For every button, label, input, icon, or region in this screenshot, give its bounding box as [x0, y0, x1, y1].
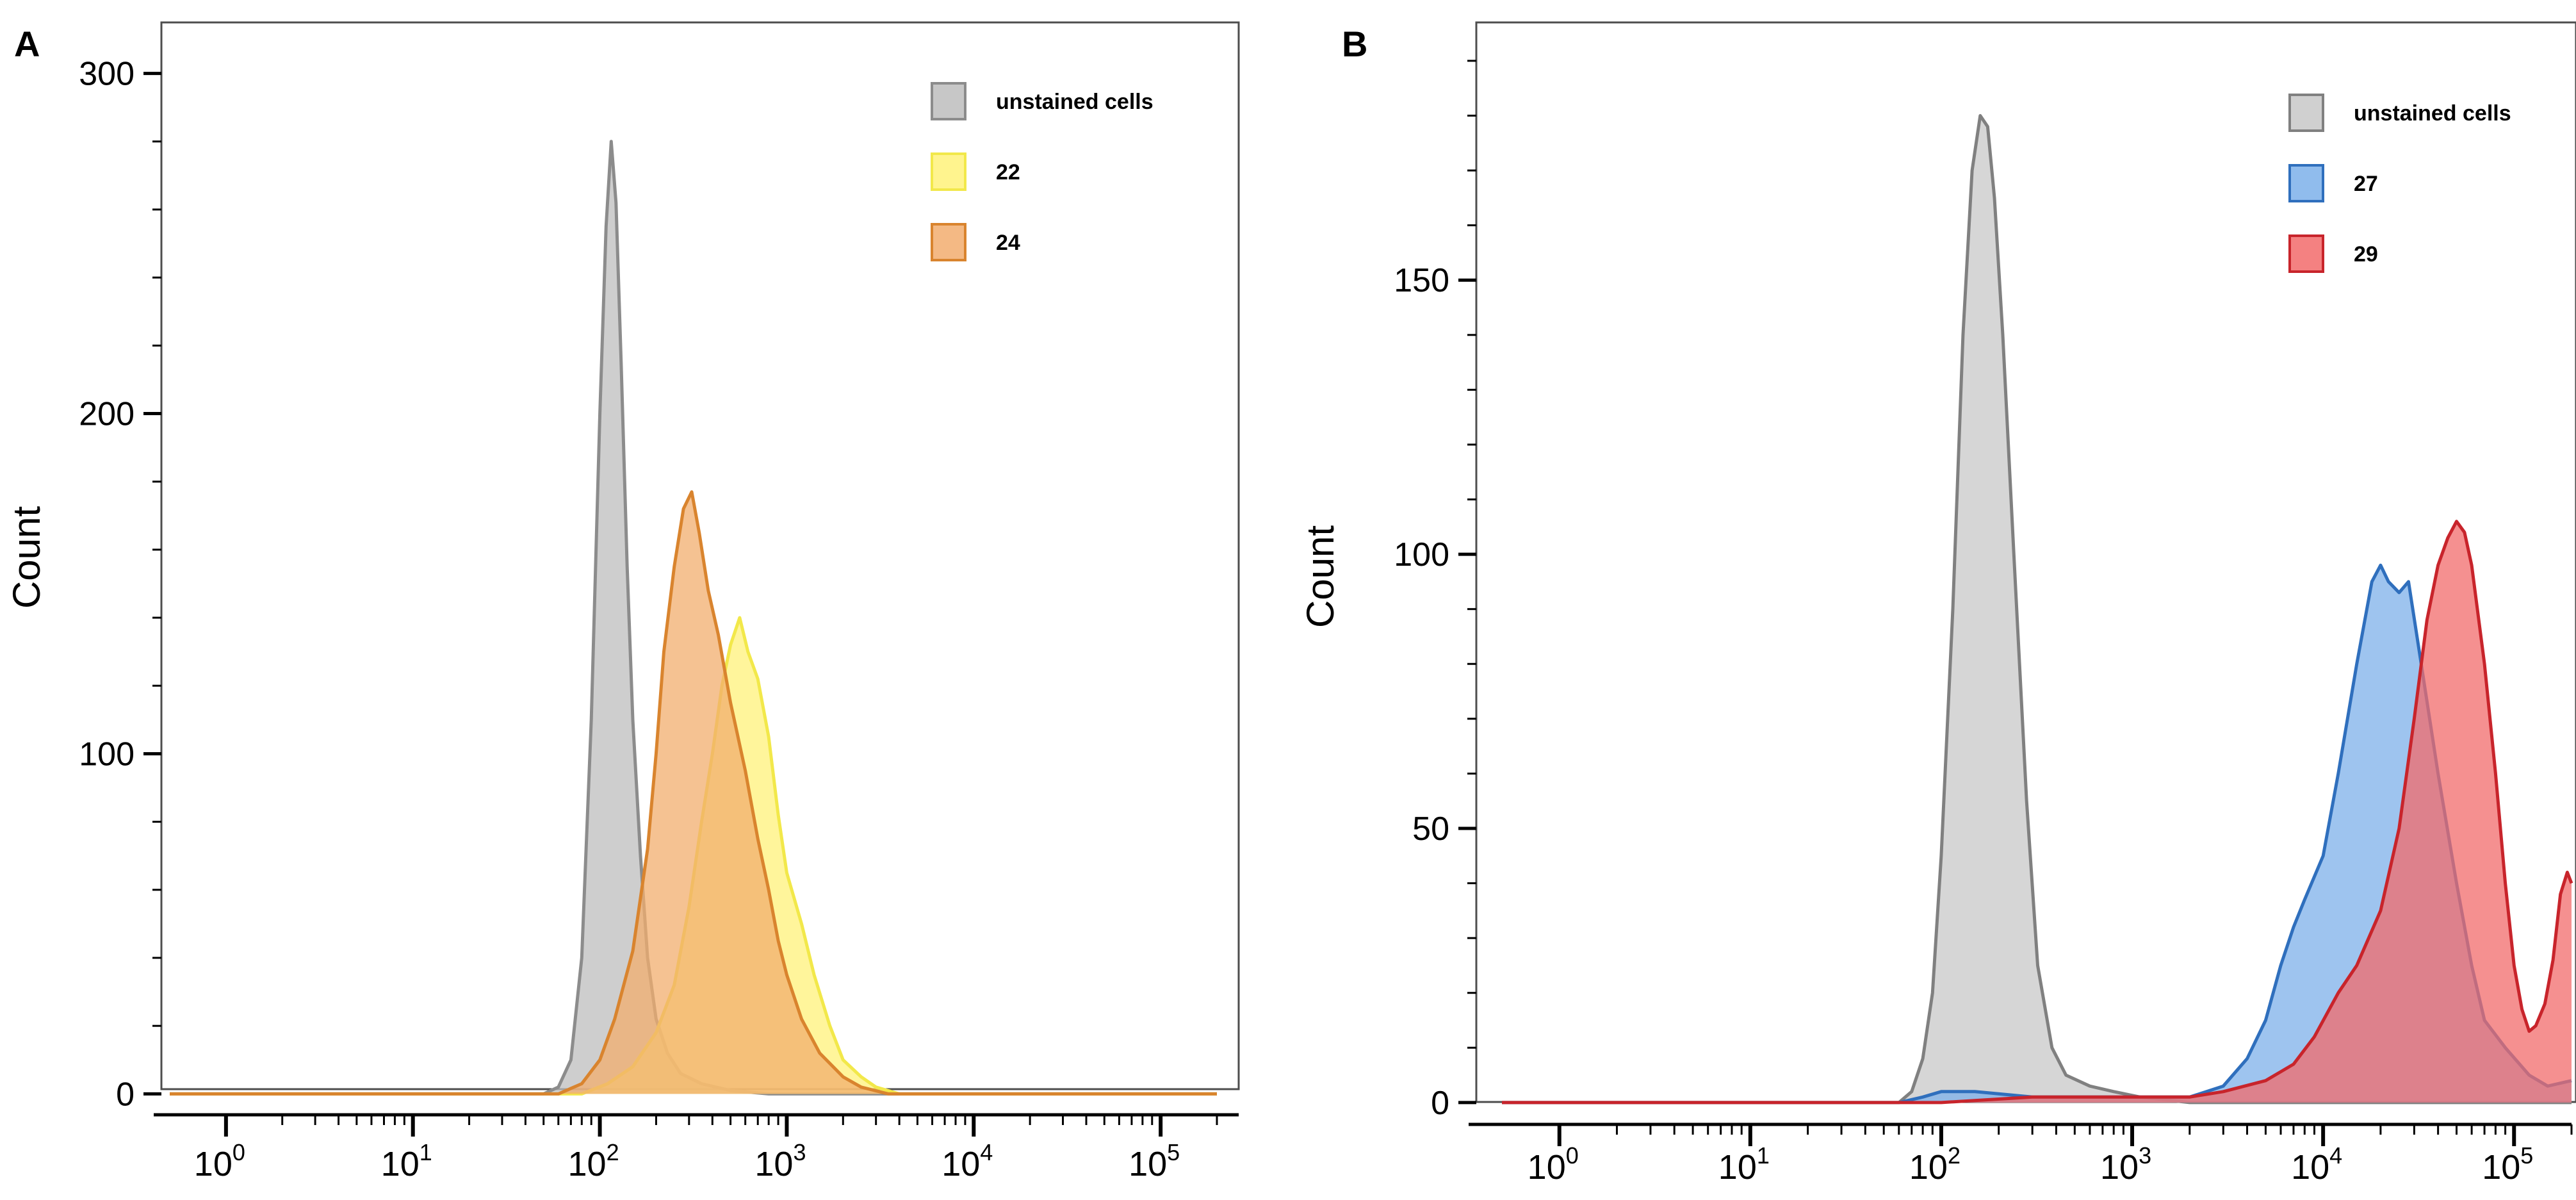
panel-b-chart: B 0 50 100 150 100 101 102 103 104 105 Count uns…: [1299, 21, 2576, 1187]
panel-b-series-area-27: [1502, 565, 2572, 1103]
panel-a-legend-label-24: 24: [996, 231, 1020, 255]
panel-a-label: A: [14, 24, 40, 64]
panel-b-legend-swatch-27: [2288, 164, 2324, 202]
panel-b-x-tick-label: 101: [1718, 1142, 1770, 1187]
panel-a-legend-label-22: 22: [996, 160, 1020, 185]
panel-a-x-tick-label: 101: [381, 1139, 432, 1183]
panel-a-legend-swatch-24: [931, 223, 966, 261]
panel-b-legend-label-29: 29: [2354, 242, 2378, 267]
panel-b-label: B: [1342, 24, 1367, 64]
panel-a-x-tick-label: 104: [942, 1139, 993, 1183]
panel-a-series-group: [170, 140, 1217, 1096]
panel-b-legend-swatch-29: [2288, 234, 2324, 273]
panel-b-x-tick-label: 105: [2482, 1142, 2533, 1187]
panel-a-legend: unstained cells 22 24: [931, 82, 1153, 261]
panel-a-series-line-24: [170, 490, 1217, 1096]
panel-a-y-axis-label: Count: [5, 506, 48, 609]
panel-a-y-axis: 0 100 200 300: [79, 56, 161, 1113]
panel-b-series-line-29: [1502, 520, 2573, 1105]
panel-a-series-area-24: [170, 491, 1217, 1094]
panel-b-y-axis-label: Count: [1299, 525, 1342, 628]
panel-b-y-axis: 0 50 100 150: [1394, 60, 1476, 1122]
panel-b-x-axis: 100 101 102 103 104 105: [1469, 1122, 2573, 1187]
panel-b-legend: unstained cells 27 29: [2288, 94, 2511, 273]
panel-a-chart: A 0 100 200 300 100 101 102 103 104 105 Count un…: [5, 21, 1240, 1183]
panel-a-legend-swatch-22: [931, 152, 966, 191]
panel-a-legend-label-unstained-cells: unstained cells: [996, 90, 1153, 114]
panel-b-y-tick-label: 150: [1394, 262, 1449, 299]
panel-a-y-tick-label: 0: [116, 1076, 135, 1113]
panel-b-x-tick-label: 104: [2291, 1142, 2342, 1187]
panel-a-y-tick-label: 100: [79, 736, 135, 773]
panel-a-y-tick-label: 200: [79, 396, 135, 433]
panel-a-legend-swatch-unstained-cells: [931, 82, 966, 120]
panel-b-legend-label-unstained-cells: unstained cells: [2354, 101, 2511, 126]
panel-b-legend-label-27: 27: [2354, 172, 2378, 196]
panel-a-x-tick-label: 105: [1129, 1139, 1180, 1183]
panel-a-x-axis: 100 101 102 103 104 105: [154, 1113, 1239, 1183]
panel-b-series-area-29: [1502, 521, 2572, 1103]
panel-b-x-tick-label: 100: [1528, 1142, 1579, 1187]
panel-b-y-tick-label: 50: [1412, 810, 1449, 848]
panel-a-y-tick-label: 300: [79, 56, 135, 93]
panel-b-x-tick-label: 103: [2100, 1142, 2151, 1187]
panel-b-series-group: [1502, 114, 2573, 1105]
panel-b-x-tick-label: 102: [1909, 1142, 1961, 1187]
panel-b-y-tick-label: 0: [1431, 1085, 1449, 1122]
panel-a-x-tick-label: 100: [194, 1139, 245, 1183]
panel-a-x-tick-label: 102: [568, 1139, 619, 1183]
panel-b-series-line-unstained-cells: [1502, 114, 2572, 1105]
panel-b-y-tick-label: 100: [1394, 536, 1449, 573]
panel-a-x-tick-label: 103: [754, 1139, 806, 1183]
panel-b-legend-swatch-unstained-cells: [2288, 94, 2324, 132]
